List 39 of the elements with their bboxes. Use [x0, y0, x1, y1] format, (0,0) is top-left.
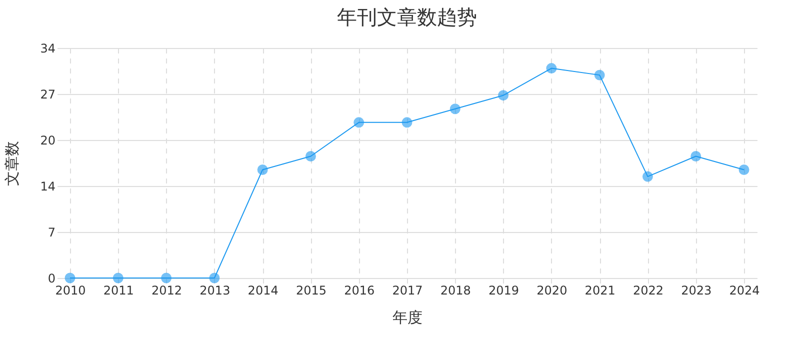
x-tick-label: 2020	[536, 284, 568, 298]
y-tick-label: 20	[40, 134, 56, 148]
point	[209, 272, 220, 284]
chart-title: 年刊文章数趋势	[337, 5, 477, 29]
point	[112, 272, 124, 284]
y-tick-label: 14	[40, 180, 56, 194]
point	[305, 151, 316, 162]
point	[161, 272, 172, 284]
point	[738, 164, 750, 175]
y-axis-title: 文章数	[3, 141, 22, 186]
x-tick-label: 2015	[296, 284, 326, 298]
x-tick-label: 2019	[488, 284, 520, 298]
point	[354, 117, 364, 128]
x-tick-label: 2012	[152, 284, 182, 298]
point	[690, 151, 702, 162]
x-tick-label: 2018	[440, 284, 471, 298]
x-tick-label: 2014	[248, 284, 278, 298]
point	[402, 117, 412, 128]
y-tick-label: 34	[40, 42, 56, 56]
x-axis-title: 年度	[392, 308, 422, 326]
point	[594, 70, 605, 80]
point	[546, 63, 557, 74]
point	[642, 171, 653, 182]
x-tick-label: 2010	[55, 284, 86, 298]
y-tick-label: 7	[48, 226, 56, 240]
x-tick-label: 2016	[344, 284, 375, 298]
x-tick-label: 2022	[632, 284, 664, 298]
x-tick-label: 2024	[729, 284, 760, 298]
x-tick-label: 2017	[392, 284, 423, 298]
x-tick-label: 2021	[584, 284, 616, 298]
point	[257, 164, 268, 175]
point	[498, 90, 509, 101]
x-tick-label: 2011	[103, 284, 134, 298]
y-tick-label: 27	[40, 88, 56, 102]
point	[64, 272, 76, 284]
y-tick-label: 0	[48, 272, 56, 286]
x-tick-label: 2023	[681, 284, 712, 298]
x-tick-label: 2013	[200, 284, 230, 298]
point	[450, 104, 460, 114]
